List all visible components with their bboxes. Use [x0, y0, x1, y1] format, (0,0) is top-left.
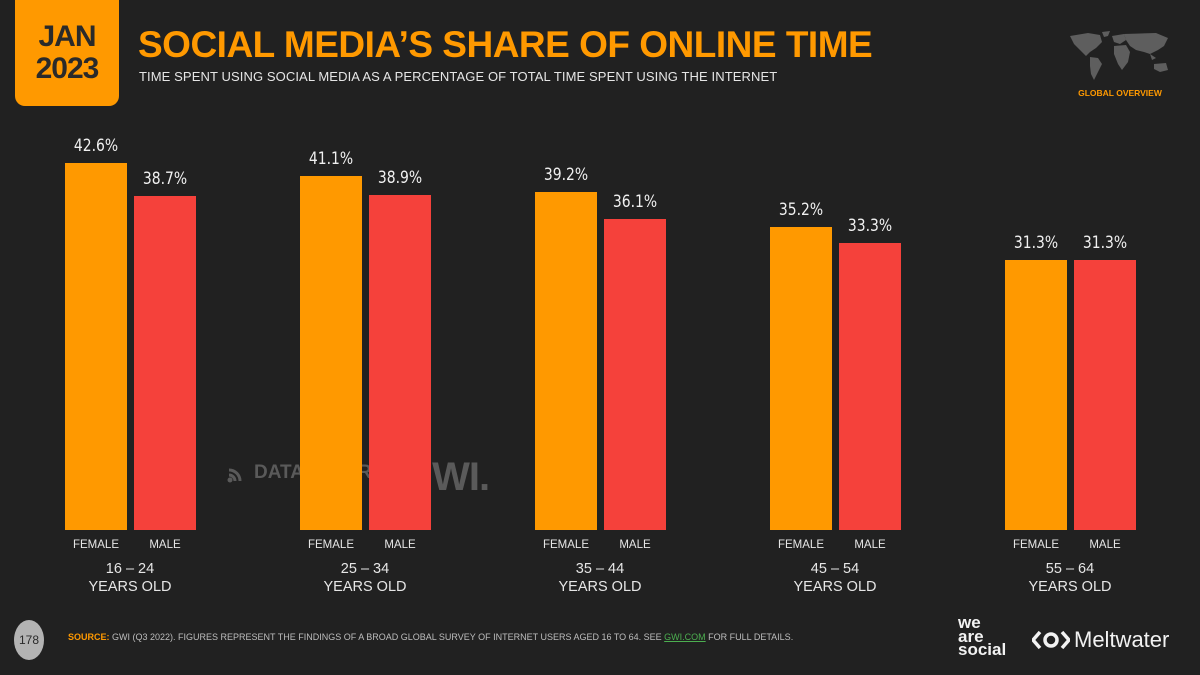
age-range: 45 – 54: [810, 561, 860, 577]
female-label: FEMALE: [542, 539, 589, 551]
bar-male: [1074, 260, 1136, 530]
female-label: FEMALE: [1012, 539, 1059, 551]
bar-value-label: 38.9%: [377, 168, 423, 188]
source-note: SOURCE: GWI (Q3 2022). FIGURES REPRESENT…: [68, 632, 793, 642]
age-group-label: 25 – 34 YEARS OLD: [285, 560, 445, 596]
bar-value-label: 39.2%: [543, 165, 589, 185]
source-tail: FOR FULL DETAILS.: [705, 632, 794, 642]
meltwater-eye-icon: [1032, 630, 1070, 650]
bar-female: [65, 163, 127, 530]
we-are-social-logo: we are social: [958, 613, 1007, 659]
bar-value-label: 42.6%: [73, 136, 119, 156]
age-suffix: YEARS OLD: [558, 579, 642, 595]
female-label: FEMALE: [72, 539, 119, 551]
bar-male: [839, 243, 901, 530]
male-label: MALE: [149, 539, 181, 551]
age-range: 16 – 24: [105, 561, 155, 577]
male-label: MALE: [854, 539, 886, 551]
logo-line: we: [958, 613, 981, 632]
bar-female: [300, 176, 362, 530]
bar-value-label: 38.7%: [142, 169, 188, 189]
bar-female: [1005, 260, 1067, 530]
bar-value-label: 33.3%: [847, 216, 893, 236]
date-month: JAN: [38, 20, 96, 53]
date-year: 2023: [35, 52, 100, 85]
bar-male: [369, 195, 431, 530]
bar-female: [770, 227, 832, 530]
female-label: FEMALE: [307, 539, 354, 551]
bar-male: [604, 219, 666, 530]
datareportal-logo-icon: [227, 468, 242, 483]
logo-line: social: [958, 640, 1007, 659]
age-suffix: YEARS OLD: [323, 579, 407, 595]
age-range: 25 – 34: [340, 561, 390, 577]
male-label: MALE: [384, 539, 416, 551]
age-range: 55 – 64: [1045, 561, 1095, 577]
bar-value-label: 41.1%: [308, 149, 354, 169]
male-label: MALE: [1089, 539, 1121, 551]
page-subtitle: TIME SPENT USING SOCIAL MEDIA AS A PERCE…: [139, 69, 778, 84]
female-label: FEMALE: [777, 539, 824, 551]
age-group-label: 45 – 54 YEARS OLD: [755, 560, 915, 596]
bar-value-label: 31.3%: [1082, 233, 1128, 253]
age-group-label: 55 – 64 YEARS OLD: [990, 560, 1150, 596]
age-group-label: 16 – 24 YEARS OLD: [50, 560, 210, 596]
bar-value-label: 31.3%: [1013, 233, 1059, 253]
bar-female: [535, 192, 597, 530]
page-number: 178: [14, 620, 44, 660]
age-suffix: YEARS OLD: [793, 579, 877, 595]
date-badge: JAN 2023: [15, 0, 119, 106]
source-text: GWI (Q3 2022). FIGURES REPRESENT THE FIN…: [109, 632, 665, 642]
logo-line: are: [958, 626, 984, 646]
bar-male: [134, 196, 196, 530]
source-label: SOURCE:: [68, 632, 110, 642]
source-link[interactable]: GWI.COM: [664, 632, 706, 642]
world-map-icon: [1070, 31, 1168, 80]
region-label: GLOBAL OVERVIEW: [1078, 88, 1162, 98]
bar-value-label: 36.1%: [612, 192, 658, 212]
age-group-label: 35 – 44 YEARS OLD: [520, 560, 680, 596]
age-range: 35 – 44: [575, 561, 625, 577]
age-suffix: YEARS OLD: [1028, 579, 1112, 595]
meltwater-text: Meltwater: [1074, 627, 1170, 652]
meltwater-logo: Meltwater: [1032, 627, 1169, 653]
age-suffix: YEARS OLD: [88, 579, 172, 595]
male-label: MALE: [619, 539, 651, 551]
page-title: SOCIAL MEDIA’S SHARE OF ONLINE TIME: [138, 24, 873, 65]
bar-value-label: 35.2%: [778, 200, 824, 220]
